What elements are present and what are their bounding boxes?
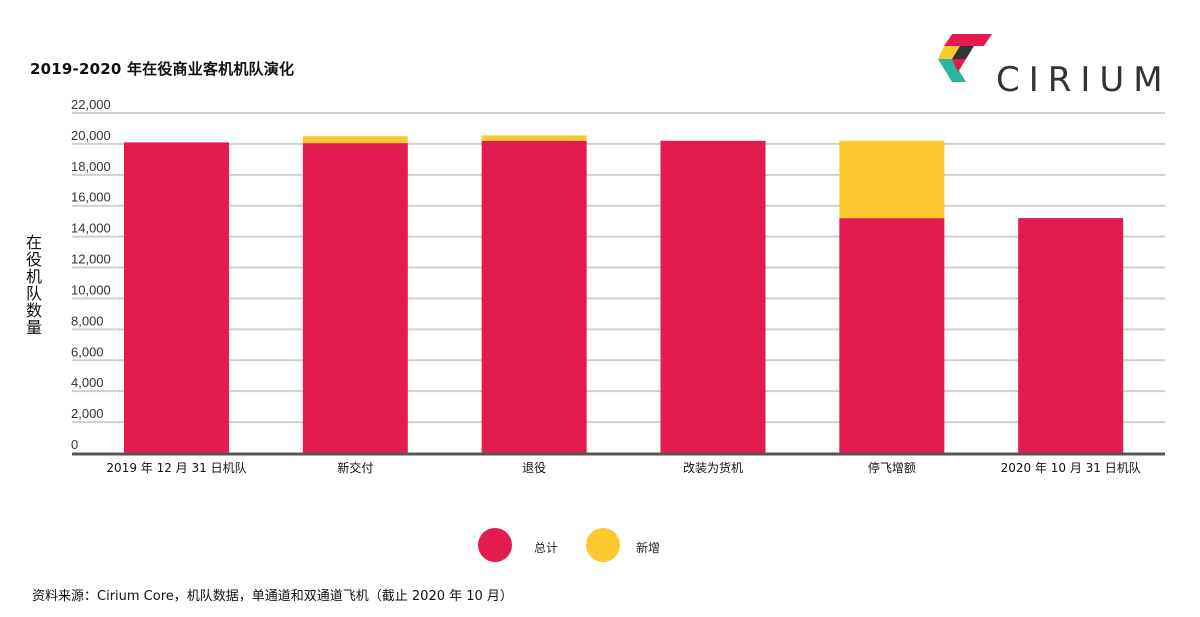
y-tick-label: 14,000 bbox=[71, 221, 111, 236]
cirium-logo: CIRIUM bbox=[938, 32, 1173, 104]
x-tick-label: 改装为货机 bbox=[683, 460, 743, 475]
x-tick-labels: 2019 年 12 月 31 日机队 新交付 退役 改装为货机 停飞增额 2020 年 1… bbox=[106, 460, 1140, 475]
bar-total bbox=[481, 140, 587, 453]
bar-total bbox=[660, 140, 766, 453]
y-tick-label: 18,000 bbox=[71, 159, 111, 174]
y-axis-label: 在役机队数量 bbox=[23, 234, 42, 336]
x-tick-label: 2019 年 12 月 31 日机队 bbox=[106, 460, 246, 475]
x-tick-label: 新交付 bbox=[337, 460, 373, 475]
legend-swatch-total bbox=[478, 528, 512, 562]
source-note: 资料来源：Cirium Core，机队数据，单通道和双通道飞机（截止 2020 … bbox=[32, 589, 513, 604]
y-tick-label: 2,000 bbox=[71, 406, 104, 421]
legend-label-total: 总计 bbox=[534, 541, 559, 555]
y-tick-label: 8,000 bbox=[71, 313, 104, 328]
y-tick-label: 6,000 bbox=[71, 344, 104, 359]
y-tick-label: 4,000 bbox=[71, 375, 104, 390]
y-tick-label: 22,000 bbox=[71, 97, 111, 112]
bar-chart: 22,000 20,000 18,000 16,000 14,000 12,000 10,0… bbox=[71, 97, 1165, 475]
x-tick-label: 2020 年 10 月 31 日机队 bbox=[1001, 460, 1141, 475]
legend-label-new: 新增 bbox=[636, 541, 661, 555]
y-tick-label: 20,000 bbox=[71, 128, 111, 143]
y-tick-label: 16,000 bbox=[71, 190, 111, 205]
bar-total bbox=[839, 218, 945, 453]
bars bbox=[124, 135, 1124, 454]
y-tick-label: 12,000 bbox=[71, 252, 111, 267]
y-tick-label: 0 bbox=[71, 437, 78, 452]
x-tick-label: 退役 bbox=[522, 460, 546, 475]
bar-new bbox=[481, 135, 587, 141]
bar-total bbox=[302, 143, 408, 454]
chart-title: 2019-2020 年在役商业客机机队演化 bbox=[30, 60, 295, 78]
bar-total bbox=[124, 142, 229, 453]
legend-swatch-new bbox=[586, 528, 620, 562]
x-tick-label: 停飞增额 bbox=[868, 460, 916, 475]
bar-total bbox=[1018, 218, 1124, 453]
gridlines bbox=[72, 112, 1165, 424]
cirium-logo-mark bbox=[938, 34, 992, 82]
y-tick-label: 10,000 bbox=[71, 282, 111, 297]
y-tick-labels: 22,000 20,000 18,000 16,000 14,000 12,000 10,0… bbox=[71, 97, 111, 452]
cirium-logo-text: CIRIUM bbox=[996, 60, 1172, 100]
bar-new bbox=[302, 136, 408, 144]
bar-new bbox=[839, 140, 945, 219]
